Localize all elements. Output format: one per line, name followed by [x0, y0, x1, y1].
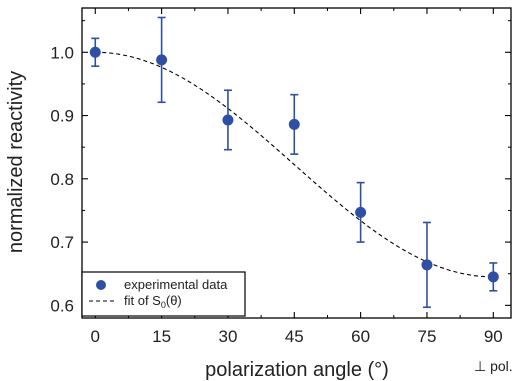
- data-point: [355, 206, 367, 218]
- data-point: [89, 46, 101, 58]
- x-tick-label: 90: [484, 327, 503, 346]
- x-axis-title: polarization angle (°): [205, 359, 389, 381]
- x-tick-label: 60: [351, 327, 370, 346]
- legend-label-experimental-data: experimental data: [124, 277, 228, 292]
- x-tick-label: 15: [152, 327, 171, 346]
- x-tick-label: 45: [285, 327, 304, 346]
- data-points-layer: [89, 16, 499, 309]
- legend: experimental data fit of S0(θ): [81, 271, 246, 317]
- y-tick-label: 0.6: [50, 296, 74, 315]
- data-point: [222, 114, 234, 126]
- data-point: [487, 271, 499, 283]
- x-tick-label: 0: [91, 327, 100, 346]
- data-point: [421, 259, 433, 271]
- y-axis-title: normalized reactivity: [5, 71, 27, 253]
- plot-frame: [81, 7, 512, 319]
- legend-label-fit: fit of S0(θ): [124, 293, 182, 310]
- y-tick-label: 0.7: [50, 233, 74, 252]
- x-tick-label: 30: [218, 327, 237, 346]
- data-point: [288, 118, 300, 130]
- plot-area-border: [81, 7, 512, 319]
- y-tick-label: 0.8: [50, 170, 74, 189]
- data-point: [156, 54, 168, 66]
- legend-box: [81, 271, 246, 317]
- x-tick-label: 75: [418, 327, 437, 346]
- fit-curve: [95, 51, 494, 278]
- legend-marker-experimental-data: [96, 280, 106, 290]
- y-tick-label: 0.9: [50, 107, 74, 126]
- perpendicular-polarization-note: ⊥ pol.: [474, 358, 513, 374]
- fit-curve-layer: [95, 51, 494, 278]
- y-tick-label: 1.0: [50, 43, 74, 62]
